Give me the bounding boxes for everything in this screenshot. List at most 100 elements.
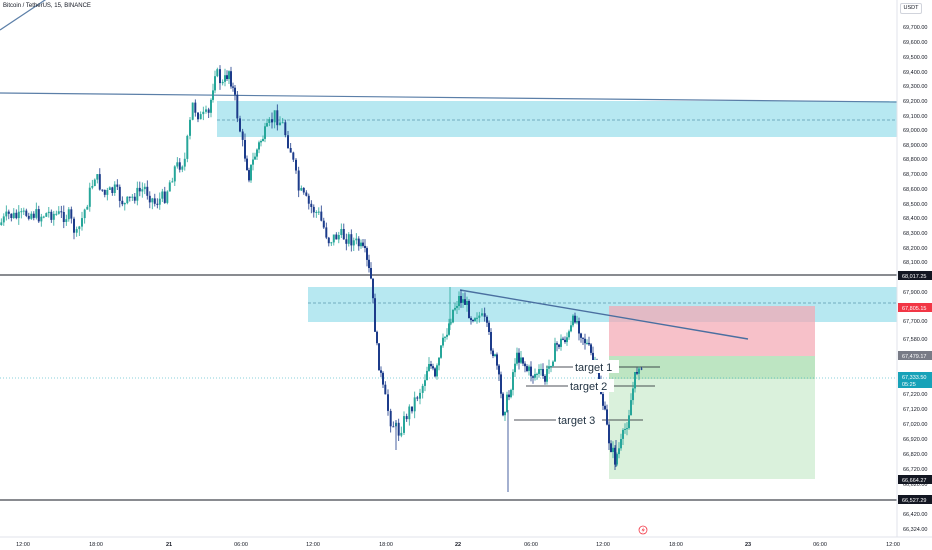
candle-body [350, 234, 353, 246]
candle-body [320, 211, 323, 221]
currency-button[interactable]: USDT [900, 3, 922, 14]
candle-body [618, 448, 620, 455]
candle-body [444, 336, 446, 338]
candle-body [400, 432, 403, 436]
candle-body [548, 366, 550, 369]
candle-body [205, 109, 207, 112]
candle-body [197, 112, 199, 120]
candle-body [194, 102, 197, 113]
badge-stop: 67,805.15 [898, 303, 932, 312]
candle-body [42, 216, 45, 218]
take-profit-zone-strong[interactable] [609, 356, 815, 379]
candle-body [408, 406, 411, 420]
candle-body [456, 306, 458, 308]
candle-body [416, 397, 419, 399]
candle-body [83, 209, 86, 219]
time-tick-label: 18:00 [669, 542, 683, 548]
candle-body [106, 190, 109, 195]
candle-body [546, 368, 548, 382]
candle-body [212, 90, 214, 100]
candle-body [560, 338, 562, 347]
candle-body [25, 210, 28, 216]
candle-body [2, 216, 5, 223]
candle-body [260, 141, 262, 143]
candle-body [357, 238, 360, 247]
candle-body [566, 337, 568, 343]
candle-body [556, 343, 558, 345]
target-2-label[interactable]: target 2 [570, 381, 607, 393]
time-axis[interactable]: 12:00 18:00 21 06:00 12:00 18:00 22 06:00 12:00 1… [0, 536, 932, 550]
candle-body [536, 373, 538, 375]
candle-body [476, 317, 478, 319]
price-tick-label: 69,000.00 [903, 128, 927, 134]
candle-body [234, 87, 236, 95]
candle-body [516, 352, 518, 364]
candle-body [136, 187, 139, 201]
price-tick-label: 66,620.00 [903, 482, 927, 488]
candle-body [143, 186, 146, 190]
candle-body [214, 76, 216, 91]
candle-body [295, 159, 297, 171]
candle-body [202, 111, 205, 115]
candle-body [340, 229, 343, 235]
resistance-zone [217, 101, 897, 137]
candle-body [337, 235, 340, 240]
take-profit-zone[interactable] [609, 379, 815, 479]
target-1-label[interactable]: target 1 [575, 362, 612, 374]
candle-body [606, 409, 608, 425]
candle-body [302, 188, 305, 193]
candle-body [430, 364, 432, 367]
price-tick-label: 69,700.00 [903, 25, 927, 31]
candle-body [432, 366, 434, 369]
candle-body [118, 186, 121, 201]
candle-body [178, 162, 181, 170]
candle-body [454, 307, 456, 310]
trendline-horizontal[interactable] [0, 92, 898, 103]
candle-body [504, 411, 506, 416]
candle-body [638, 368, 640, 374]
candle-body [380, 370, 382, 373]
candle-body [345, 239, 348, 244]
candle-body [360, 242, 362, 247]
candle-body [183, 158, 186, 167]
badge-level-high: 68,017.25 [898, 271, 932, 280]
price-axis[interactable]: 69,700.00 69,600.00 69,500.00 69,400.00 69,3… [896, 0, 932, 537]
candle-body [258, 142, 260, 150]
candle-body [376, 331, 378, 344]
candle-body [103, 189, 106, 195]
stop-loss-zone[interactable] [609, 306, 815, 356]
candle-body [518, 352, 520, 363]
candle-body [626, 428, 628, 430]
candle-body [544, 376, 546, 382]
candle-body [532, 376, 534, 378]
price-tick-label: 66,820.00 [903, 452, 927, 458]
price-tick-label: 69,100.00 [903, 114, 927, 120]
trendline-descending[interactable] [459, 289, 749, 340]
candle-body [628, 415, 630, 429]
lightning-circle-icon[interactable] [638, 525, 648, 535]
candle-body [590, 344, 592, 353]
candle-body [622, 429, 624, 439]
candle-body [161, 191, 164, 199]
candle-body [45, 213, 48, 217]
price-tick-label: 68,300.00 [903, 231, 927, 237]
price-tick-label: 66,920.00 [903, 437, 927, 443]
trendline-top-left[interactable] [0, 0, 60, 31]
candle-body [466, 301, 468, 305]
candle-body [440, 345, 442, 358]
candle-body [598, 369, 600, 383]
candle-body [488, 322, 490, 332]
candle-body [96, 174, 99, 180]
candle-body [502, 393, 504, 416]
price-tick-label: 68,900.00 [903, 143, 927, 149]
candle-body [244, 140, 246, 159]
candle-body [492, 350, 494, 356]
candle-body [7, 211, 10, 214]
candle-body [602, 394, 604, 406]
candle-body [47, 211, 50, 214]
target-3-label[interactable]: target 3 [558, 415, 595, 427]
candle-body [442, 337, 444, 346]
price-tick-label: 66,720.00 [903, 467, 927, 473]
candle-body [70, 209, 73, 219]
